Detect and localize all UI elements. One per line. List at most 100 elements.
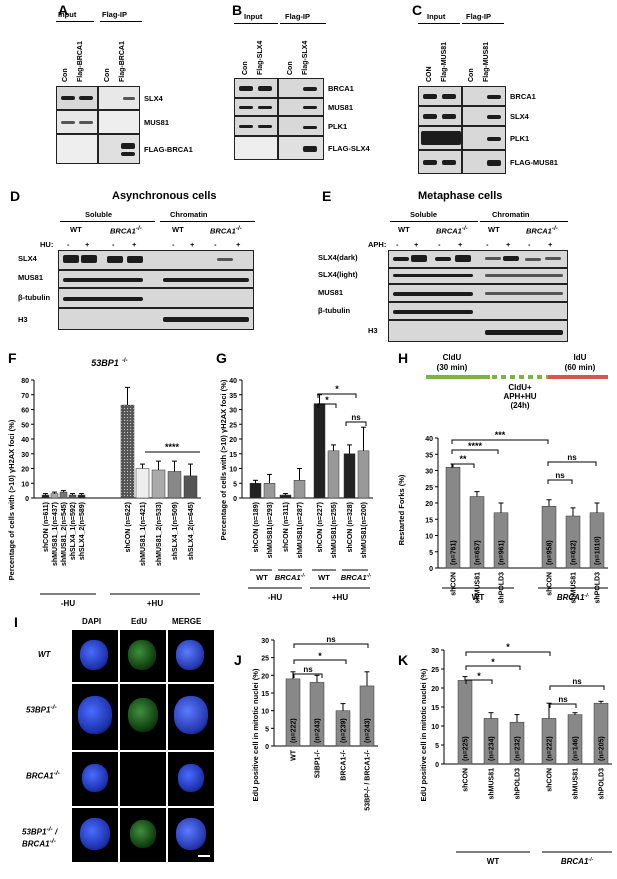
sig-label: ns [567, 453, 577, 462]
y-tick-label: 70 [21, 393, 29, 400]
x-tick-label: shSLX4_1(n=592) [70, 502, 77, 560]
panel-label-f: F [8, 350, 17, 366]
sign: - [67, 240, 70, 249]
micrograph [72, 630, 118, 682]
brca-label: BRCA1-/- [436, 225, 468, 236]
group-label: +HU [332, 593, 348, 602]
lane-label: Flag-BRCA1 [77, 41, 84, 82]
sig-bracket [451, 449, 499, 454]
blot [418, 126, 462, 150]
aph-label: APH: [368, 240, 387, 249]
bars: (n=761) (n=657) (n=961) (n=958) (n=632) (n=10… [445, 463, 605, 569]
blot [234, 136, 278, 160]
bar [359, 685, 375, 747]
blot [462, 150, 506, 174]
sign: + [414, 240, 419, 249]
divider [280, 23, 326, 24]
y-tick-label: 15 [425, 517, 433, 524]
y-tick-label: 0 [429, 566, 433, 573]
sign: + [548, 240, 553, 249]
cldu-time: (30 min) [437, 363, 468, 372]
panel-title: Asynchronous cells [112, 190, 217, 202]
sig-bracket [293, 659, 347, 664]
sig-label: *** [495, 430, 506, 440]
micrograph [120, 808, 166, 862]
x-tick-label: shCON (n=328) [347, 502, 354, 552]
micrograph [72, 752, 118, 806]
row-label: BRCA1 [328, 84, 354, 93]
x-labels: shCON (n=189) shMUS81(n=293) shCON (n=311)… [253, 502, 368, 558]
bar [41, 494, 50, 499]
micrograph [120, 752, 166, 806]
chromatin-label: Chromatin [492, 210, 530, 219]
divider [234, 23, 278, 24]
y-tick-label: 5 [233, 481, 237, 488]
chart-k: EdU positive cell in mitotic nuclei (%) … [419, 642, 612, 866]
y-axis-label: Restarted Forks (%) [397, 474, 406, 545]
sig-label: * [506, 642, 510, 652]
blot-ip-flag [98, 134, 140, 164]
micrograph [72, 684, 118, 750]
y-tick-label: 30 [261, 638, 269, 645]
y-tick-label: 40 [21, 437, 29, 444]
divider [160, 221, 255, 222]
x-labels: shCON shMUS81 shPOLD3 shCON shMUS81 shPOLD3 [463, 768, 606, 800]
sig-bracket [345, 421, 367, 426]
x-tick-label: shCON (n=622) [125, 502, 132, 552]
sig-bracket [293, 643, 369, 648]
brca-label: BRCA1-/- [557, 593, 590, 602]
micrograph [120, 684, 166, 750]
lane-label: Con [62, 68, 69, 82]
y-tick-label: 5 [429, 550, 433, 557]
idu-bar [548, 375, 608, 379]
brca-label: BRCA1-/- [110, 225, 142, 236]
blot [462, 106, 506, 126]
lane-label: Con [468, 68, 475, 82]
panel-label-a: A [58, 2, 69, 18]
blot-input-slx4 [56, 86, 98, 110]
x-tick-label: shMUS81_1(n=437) [52, 502, 59, 566]
panel-label-i: I [14, 614, 18, 630]
divider [418, 23, 460, 24]
x-labels: WT 53BP1-/- BRCA1-/- 53BP-/- / BRCA1-/- [291, 749, 372, 810]
brca-label: BRCA1-/- [561, 857, 594, 866]
y-tick-label: 15 [261, 691, 269, 698]
divider [480, 221, 568, 222]
bar [120, 404, 135, 499]
y-tick-label: 0 [25, 496, 29, 503]
sig-bracket [549, 685, 605, 690]
bar [483, 718, 499, 765]
blot [418, 86, 462, 106]
blot [388, 250, 568, 268]
bar [509, 721, 525, 765]
cldu-bar [426, 375, 490, 379]
bar [59, 491, 68, 499]
y-tick-label: 60 [21, 408, 29, 415]
brca-label: BRCA1-/- [526, 225, 558, 236]
panel-label-b: B [232, 2, 243, 18]
bar [183, 475, 198, 499]
bar [249, 483, 262, 499]
blot [388, 284, 568, 302]
x-tick-label: shMUS81(n=255) [331, 502, 338, 558]
sig-bracket [465, 665, 521, 670]
input-label: Input [58, 10, 77, 19]
panel-label-g: G [216, 350, 227, 366]
x-tick-label: shMUS81 [573, 768, 580, 800]
row-label: MUS81 [144, 118, 170, 127]
n-label: (n=961) [499, 540, 506, 565]
y-axis-label: EdU positive cell in mitotic nuclei (%) [419, 668, 428, 801]
blot [234, 116, 278, 136]
lane-label: Flag-SLX4 [257, 40, 264, 75]
sign: - [112, 240, 115, 249]
x-tick-label: shMUS81 [489, 768, 496, 800]
sign: + [190, 240, 195, 249]
n-label: (n=958) [547, 540, 554, 565]
row-label: SLX4 [18, 254, 37, 263]
y-tick-label: 35 [425, 452, 433, 459]
sig-label: ns [572, 677, 582, 686]
input-label: Input [244, 12, 263, 21]
sign: - [172, 240, 175, 249]
x-tick-label: shSLX4_2(n=645) [188, 502, 195, 560]
blot [388, 320, 568, 342]
